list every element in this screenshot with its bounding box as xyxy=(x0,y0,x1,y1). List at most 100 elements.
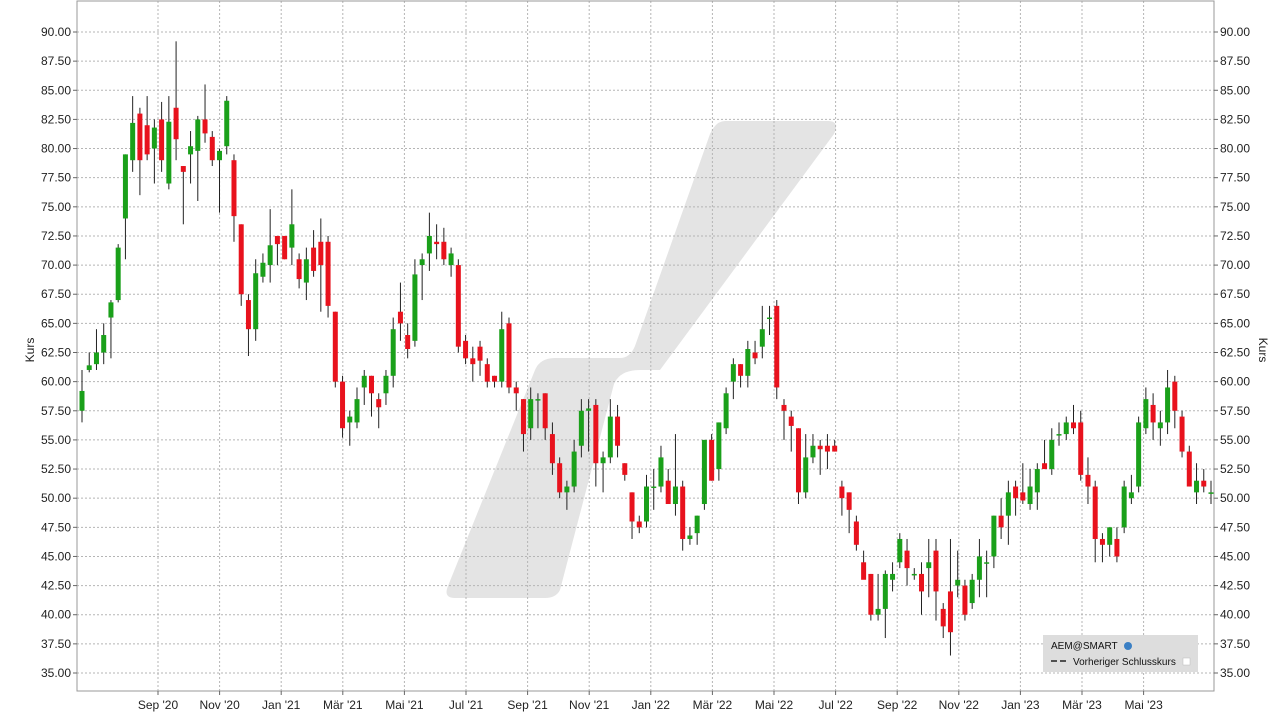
candle xyxy=(202,84,208,143)
candle xyxy=(159,101,165,172)
candle-body xyxy=(636,521,642,528)
candle-body xyxy=(274,235,280,245)
y-tick-label-left: 90.00 xyxy=(41,25,71,39)
candle-body xyxy=(882,573,888,609)
candle-body xyxy=(477,346,483,361)
candle xyxy=(549,422,555,475)
candle-body xyxy=(289,224,295,248)
candle-body xyxy=(665,480,671,505)
x-tick-label: Sep '22 xyxy=(877,698,918,712)
candle-body xyxy=(231,160,237,217)
x-tick-label: Sep '21 xyxy=(507,698,548,712)
candle xyxy=(933,538,939,621)
candle xyxy=(535,393,541,429)
candle-body xyxy=(644,486,649,522)
candle-body xyxy=(520,399,526,435)
y-tick-label-left: 75.00 xyxy=(41,200,71,214)
candle xyxy=(1143,387,1149,435)
candle-body xyxy=(853,521,859,545)
candle-body xyxy=(694,515,700,534)
candle xyxy=(463,335,469,365)
candle-body xyxy=(1107,527,1113,545)
candle-body xyxy=(1114,538,1120,557)
candle-body xyxy=(687,535,693,539)
y-tick-label-right: 45.00 xyxy=(1220,549,1250,563)
candle xyxy=(846,492,852,534)
candle xyxy=(325,235,331,318)
candle-body xyxy=(347,416,353,423)
y-tick-label-right: 80.00 xyxy=(1220,142,1250,156)
candle-body xyxy=(940,608,946,627)
candle-body xyxy=(513,387,519,394)
candle-body xyxy=(245,300,251,330)
candle-body xyxy=(209,136,215,161)
candle-body xyxy=(1078,422,1084,475)
candle-body xyxy=(1128,492,1134,499)
candle-body xyxy=(383,375,389,394)
candle xyxy=(1013,480,1019,516)
candle-body xyxy=(752,352,758,359)
x-tick-label: Nov '22 xyxy=(939,698,980,712)
y-axis-left: 90.00 87.50 85.00 82.50 80.00 77.50 75.00 72.50… xyxy=(41,25,77,680)
candle-body xyxy=(557,463,563,493)
x-tick-label: Sep '20 xyxy=(138,698,179,712)
candle xyxy=(745,340,751,388)
candle xyxy=(644,474,649,528)
candle-body xyxy=(774,305,780,388)
candle-body xyxy=(810,445,816,458)
y-tick-label-left: 65.00 xyxy=(41,316,71,330)
candle-body xyxy=(759,329,765,347)
candle xyxy=(289,189,295,266)
candle xyxy=(130,96,136,172)
legend-checkbox-icon[interactable] xyxy=(1182,657,1191,666)
y-tick-label-left: 72.50 xyxy=(41,229,71,243)
y-tick-label-left: 87.50 xyxy=(41,54,71,68)
watermark-logo xyxy=(446,121,836,598)
x-tick-label: Jul '21 xyxy=(449,698,484,712)
candle-body xyxy=(1172,381,1178,411)
candle xyxy=(882,570,888,639)
candle-body xyxy=(93,352,99,365)
candle xyxy=(658,445,664,493)
y-tick-label-right: 90.00 xyxy=(1220,25,1250,39)
candle xyxy=(1128,474,1134,505)
candle-body xyxy=(419,259,425,266)
candle-body xyxy=(1157,422,1163,429)
candle xyxy=(984,550,990,598)
candle-body xyxy=(868,573,874,615)
candle xyxy=(803,434,809,499)
candle-body xyxy=(188,146,194,155)
candle xyxy=(1194,463,1200,505)
candle xyxy=(137,107,143,196)
candle-body xyxy=(593,404,599,464)
candle xyxy=(636,515,642,534)
y-tick-label-right: 82.50 xyxy=(1220,112,1250,126)
x-tick-label: Nov '20 xyxy=(199,698,240,712)
candle-body xyxy=(130,122,136,161)
candle-body xyxy=(144,125,150,155)
candle-body xyxy=(926,562,932,569)
candle-body xyxy=(108,302,114,318)
candle xyxy=(1107,527,1113,557)
candle-body xyxy=(224,100,230,147)
y-tick-label-left: 85.00 xyxy=(41,83,71,97)
watermark-shape xyxy=(446,121,836,598)
candle-body xyxy=(484,364,490,382)
candle-body xyxy=(282,235,288,260)
grid-lines xyxy=(77,1,1214,691)
candle xyxy=(904,538,910,586)
candle-body xyxy=(303,259,309,283)
candle-body xyxy=(397,311,403,324)
candle-body xyxy=(571,451,577,487)
candle-body xyxy=(195,119,201,151)
candle xyxy=(680,480,686,551)
candle-body xyxy=(672,486,678,505)
candle-body xyxy=(217,150,223,161)
candle-body xyxy=(839,486,845,499)
y-tick-label-right: 40.00 xyxy=(1220,608,1250,622)
candle xyxy=(397,282,403,341)
candle xyxy=(520,399,526,452)
candle-body xyxy=(1085,474,1091,487)
plot-frame xyxy=(76,0,1215,692)
